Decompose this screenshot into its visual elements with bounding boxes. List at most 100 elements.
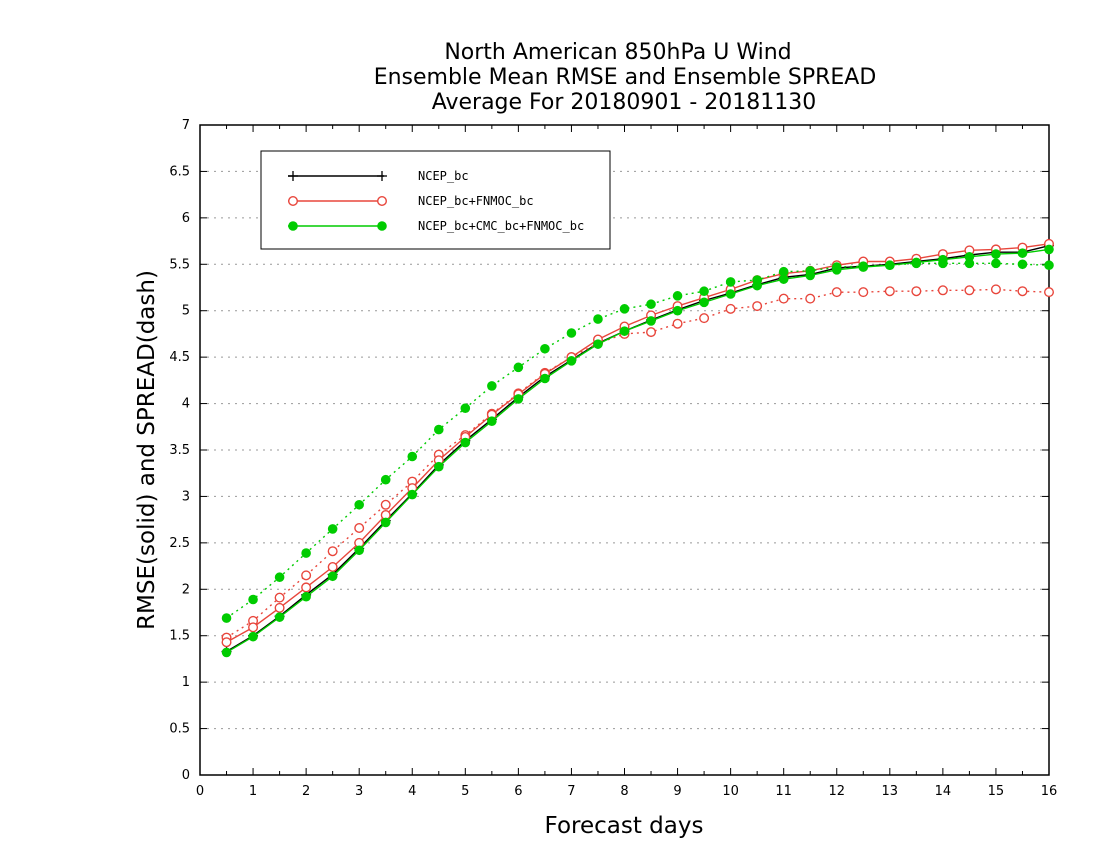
y-tick-label-4: 2 xyxy=(182,582,190,597)
y-tick-label-6: 3 xyxy=(182,489,190,504)
y-tick-label-8: 4 xyxy=(182,397,190,412)
legend-marker-right-0 xyxy=(377,171,387,181)
series-2-spread-point-31 xyxy=(1044,260,1054,271)
series-2-spread-point-16 xyxy=(646,299,656,310)
series-1-rmse-point-0 xyxy=(221,637,232,648)
series-1-spread-point-17 xyxy=(672,318,683,329)
x-axis-title: Forecast days xyxy=(545,813,704,839)
series-1-spread-point-18 xyxy=(699,313,710,324)
series-1-spread-point-26 xyxy=(911,286,922,297)
legend: NCEP_bc NCEP_bc+FNMOC_bc NCEP_bc+CMC_bc+FN… xyxy=(260,150,611,250)
x-tick-label-1: 1 xyxy=(249,784,257,799)
series-1-spread-point-2 xyxy=(274,592,285,603)
y-tick-label-13: 6.5 xyxy=(169,164,190,179)
series-2-rmse-point-3 xyxy=(301,591,311,602)
series-2-rmse-point-22 xyxy=(805,270,816,281)
series-1-spread-point-25 xyxy=(884,286,895,297)
series-2-rmse-line xyxy=(226,248,1050,654)
series-1-spread-point-23 xyxy=(831,287,842,298)
series-2-rmse-point-5 xyxy=(354,545,364,556)
series-1-spread-point-21 xyxy=(778,293,789,304)
series-2-rmse-point-6 xyxy=(380,517,391,528)
legend-marker-left-2 xyxy=(288,221,298,231)
series-2-spread-point-9 xyxy=(460,403,471,414)
series-2-spread-point-7 xyxy=(407,451,418,462)
series-0 xyxy=(221,240,1054,657)
series-1-spread-point-4 xyxy=(327,546,338,557)
y-tick-label-12: 6 xyxy=(182,211,190,226)
series-2-spread-point-10 xyxy=(487,381,497,391)
series-2-spread-point-8 xyxy=(433,424,444,435)
series-1-spread-point-28 xyxy=(964,285,975,296)
y-tick-label-7: 3.5 xyxy=(169,443,190,458)
series-2-rmse-point-0 xyxy=(221,647,232,658)
series-layer xyxy=(221,238,1054,658)
legend-label-0: NCEP_bc xyxy=(418,169,469,183)
y-tick-label-10: 5 xyxy=(182,304,190,319)
series-1-rmse-line xyxy=(226,243,1050,643)
axes: 0 1 2 3 4 5 6 7 8 9 10 11 12 13 14 15 1600.511.522.533.5… xyxy=(169,118,1057,799)
legend-marker-right-2 xyxy=(377,221,387,231)
series-1-spread-point-22 xyxy=(805,293,816,304)
series-2-rmse-point-17 xyxy=(672,305,683,316)
series-1-spread-line xyxy=(226,288,1050,639)
series-2-spread-point-0 xyxy=(221,613,232,623)
y-tick-label-0: 0 xyxy=(182,768,190,783)
series-2-rmse-point-2 xyxy=(274,612,285,622)
series-2-rmse-point-1 xyxy=(248,631,258,642)
x-tick-label-9: 9 xyxy=(673,784,681,799)
series-1-rmse-point-3 xyxy=(301,582,312,593)
series-2-rmse-point-19 xyxy=(725,289,736,299)
series-2-rmse-point-8 xyxy=(433,461,444,472)
series-1-spread-point-30 xyxy=(1017,286,1028,297)
x-tick-label-0: 0 xyxy=(196,784,204,799)
x-tick-label-11: 11 xyxy=(775,784,792,799)
series-2-spread-point-14 xyxy=(593,314,603,324)
series-2-rmse-point-30 xyxy=(1017,248,1028,258)
x-tick-label-12: 12 xyxy=(828,784,845,799)
legend-marker-right-1 xyxy=(377,195,388,206)
x-tick-label-5: 5 xyxy=(461,784,469,799)
series-2-rmse-point-21 xyxy=(778,274,789,284)
y-tick-label-14: 7 xyxy=(182,118,190,133)
series-1-spread-point-19 xyxy=(725,303,736,314)
series-2-rmse-point-26 xyxy=(911,257,922,268)
series-2-rmse-point-23 xyxy=(831,265,842,275)
series-2-spread-point-5 xyxy=(354,499,364,510)
series-2-rmse-point-24 xyxy=(858,262,869,272)
legend-label-2: NCEP_bc+CMC_bc+FNMOC_bc xyxy=(418,219,584,233)
series-2-spread-point-30 xyxy=(1017,259,1028,270)
series-1-spread-point-3 xyxy=(301,570,312,581)
x-tick-label-6: 6 xyxy=(514,784,522,799)
x-tick-label-7: 7 xyxy=(567,784,575,799)
x-tick-label-15: 15 xyxy=(988,784,1005,799)
series-2-spread-point-6 xyxy=(380,474,391,485)
y-tick-label-5: 2.5 xyxy=(169,536,190,551)
series-2-rmse-point-10 xyxy=(487,416,497,427)
series-2-spread-point-2 xyxy=(274,572,285,583)
series-2-spread-point-3 xyxy=(301,548,311,558)
x-tick-label-8: 8 xyxy=(620,784,628,799)
series-2-rmse-point-15 xyxy=(619,326,630,336)
series-2-spread-point-11 xyxy=(513,362,524,373)
legend-marker-left-1 xyxy=(288,195,299,206)
x-tick-label-13: 13 xyxy=(882,784,899,799)
series-0-rmse-line xyxy=(226,245,1050,653)
series-2-spread-point-4 xyxy=(327,524,338,534)
series-1-spread-point-29 xyxy=(990,284,1001,295)
x-tick-label-14: 14 xyxy=(935,784,952,799)
y-tick-label-3: 1.5 xyxy=(169,629,190,644)
series-2-rmse-point-14 xyxy=(593,339,603,349)
y-tick-label-9: 4.5 xyxy=(169,350,190,365)
x-tick-label-10: 10 xyxy=(722,784,739,799)
series-2-spread-point-29 xyxy=(991,258,1001,269)
series-1-spread-point-16 xyxy=(646,327,657,338)
series-2-rmse-point-31 xyxy=(1044,244,1054,255)
legend-box xyxy=(260,150,611,250)
series-2-rmse-point-9 xyxy=(460,437,471,448)
legend-label-1: NCEP_bc+FNMOC_bc xyxy=(418,194,534,208)
series-1 xyxy=(221,238,1054,648)
series-1-rmse-point-4 xyxy=(327,562,338,573)
series-2-spread-point-18 xyxy=(699,286,709,297)
